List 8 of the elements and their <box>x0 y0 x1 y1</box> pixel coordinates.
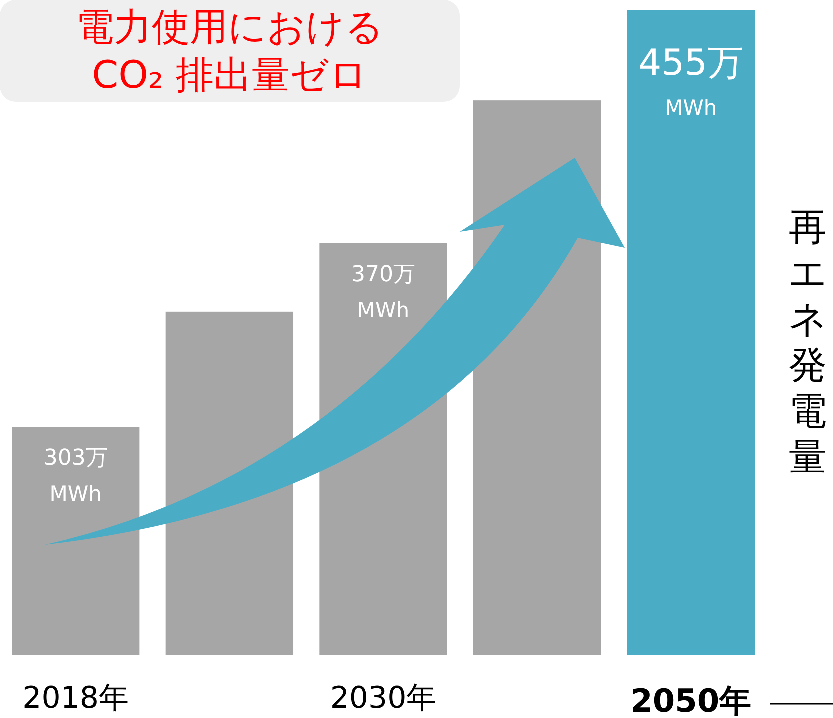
data-label: 303万 MWh <box>44 446 108 506</box>
data-label: 370万 MWh <box>352 262 416 322</box>
data-label: 455万 MWh <box>638 43 744 120</box>
text: 電力使用における CO₂ 排出量ゼロ <box>76 5 384 97</box>
x-tick-label: 2030年 <box>330 681 437 716</box>
y-axis-title: 再エネ発電量 <box>788 205 828 479</box>
x-tick-label: 2018年 <box>22 681 130 716</box>
x-tick-label: 2050年 <box>630 682 752 718</box>
